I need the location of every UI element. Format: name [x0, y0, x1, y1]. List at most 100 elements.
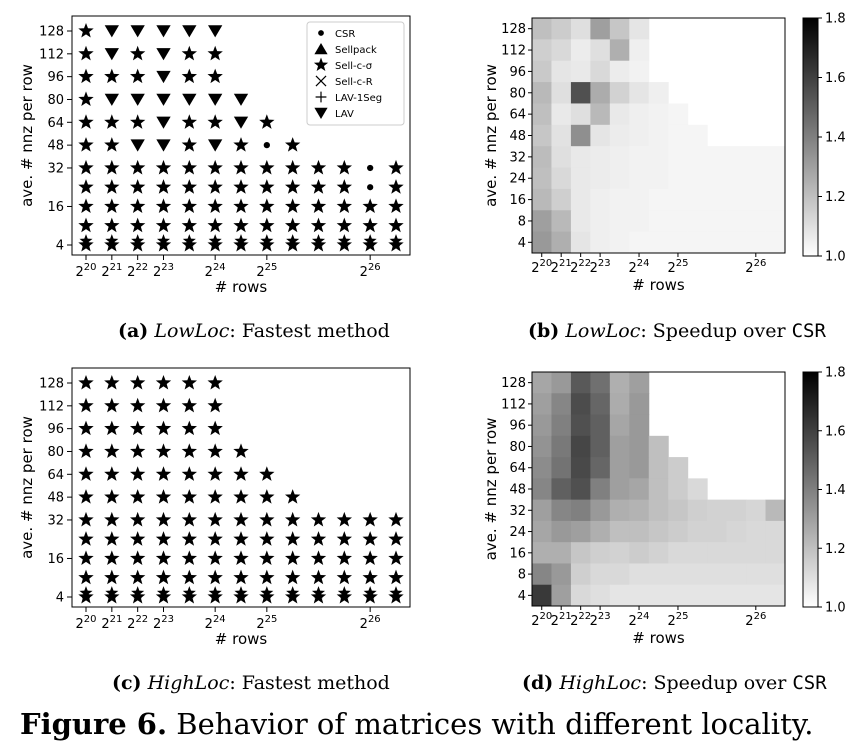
legend-marker-2 — [313, 57, 329, 72]
cell-b-r3-c6 — [648, 82, 669, 104]
cell-d-r7-c11 — [746, 520, 767, 543]
marker-c-r10-c11 — [362, 588, 378, 604]
y-tick-label-128: 128 — [39, 25, 64, 40]
marker-c-r7-c2 — [130, 531, 146, 546]
y-tick-label-96: 96 — [47, 70, 64, 85]
marker-a-r10-c9 — [310, 236, 327, 252]
marker-a-r9-c6 — [233, 217, 249, 233]
cell-d-r3-c0 — [532, 435, 552, 458]
marker-a-r0-c5 — [208, 25, 223, 38]
cell-d-r8-c4 — [609, 542, 630, 564]
cell-d-r6-c10 — [726, 499, 747, 522]
marker-a-r1-c3 — [156, 48, 171, 61]
marker-c-r6-c8 — [285, 511, 301, 527]
marker-c-r8-c12 — [388, 550, 404, 565]
cell-b-r3-c3 — [590, 82, 611, 104]
marker-a-r1-c0 — [78, 45, 94, 61]
y-tick-label-96: 96 — [509, 65, 526, 80]
marker-a-r10-c8 — [285, 236, 301, 252]
y-tick-label-112: 112 — [501, 44, 526, 59]
legend-marker-1 — [314, 43, 328, 55]
cell-b-r6-c11 — [746, 146, 767, 169]
marker-a-r6-c6 — [233, 159, 249, 175]
marker-c-r0-c5 — [207, 374, 223, 390]
cell-d-r8-c3 — [590, 542, 611, 564]
y-tick-label-8: 8 — [518, 214, 526, 229]
cell-b-r9-c10 — [726, 210, 747, 233]
marker-a-r5-c3 — [156, 139, 171, 152]
marker-a-r7-c9 — [310, 179, 327, 194]
marker-a-r5-c7 — [263, 142, 270, 149]
cell-b-r8-c5 — [629, 188, 650, 211]
cell-d-r5-c8 — [687, 478, 708, 501]
marker-a-stack-a-c0 — [79, 234, 93, 247]
cell-b-r6-c4 — [609, 146, 630, 169]
marker-c-stack-a-c1 — [105, 586, 119, 599]
y-tick-label-112: 112 — [39, 47, 64, 62]
y-tick-label-80: 80 — [47, 445, 64, 460]
marker-c-r6-c9 — [310, 511, 327, 527]
marker-a-r9-c2 — [130, 217, 146, 233]
x-tick-label-2e22: 222 — [570, 258, 591, 276]
cell-d-r10-c4 — [609, 584, 630, 607]
marker-a-stack-a-c12 — [389, 234, 403, 247]
marker-c-r2-c0 — [78, 420, 94, 436]
cell-d-r6-c1 — [551, 499, 572, 522]
plot-frame — [71, 367, 411, 608]
marker-c-r9-c12 — [388, 569, 404, 585]
x-tick-label-2e21: 221 — [101, 614, 122, 632]
cell-d-r5-c1 — [551, 478, 572, 501]
legend-label-4: LAV-1Seg — [335, 93, 382, 104]
marker-c-r2-c4 — [181, 420, 197, 436]
cell-d-r7-c9 — [707, 520, 728, 543]
marker-c-r1-c2 — [130, 397, 146, 413]
marker-c-r6-c12 — [388, 511, 404, 527]
marker-c-r8-c0 — [78, 550, 94, 565]
cell-b-r6-c7 — [668, 146, 689, 169]
cell-b-r7-c6 — [648, 167, 669, 190]
marker-a-r4-c3 — [156, 116, 171, 129]
cell-b-r3-c0 — [532, 82, 552, 104]
marker-a-r8-c7 — [259, 198, 275, 213]
cell-d-r4-c1 — [551, 457, 572, 479]
marker-c-r8-c5 — [207, 550, 223, 565]
x-tick-label-2e26: 226 — [360, 262, 381, 280]
cell-b-r10-c11 — [746, 231, 767, 254]
panel-a-fastest-method: 4 16 32 48 64 80 96 112 128 220 221 222 223 224 225 226… — [18, 15, 411, 296]
marker-a-r3-c0 — [78, 91, 94, 106]
legend-box — [306, 21, 405, 126]
cell-b-r9-c2 — [570, 210, 591, 233]
y-axis-label: ave. # nnz per row — [18, 64, 36, 207]
cell-b-r5-c0 — [532, 124, 552, 147]
marker-c-stack-a-c6 — [234, 586, 248, 599]
cell-d-r0-c4 — [609, 372, 630, 394]
marker-c-r9-c10 — [336, 569, 352, 585]
cell-b-r9-c12 — [765, 210, 786, 233]
marker-c-r9-c5 — [207, 569, 223, 585]
marker-c-r6-c0 — [78, 511, 94, 527]
marker-c-r2-c2 — [130, 420, 146, 436]
marker-a-r10-c12 — [388, 236, 404, 252]
x-tick-label-2e20: 220 — [531, 611, 552, 629]
marker-c-stack-a-c8 — [286, 586, 300, 599]
marker-a-r8-c10 — [336, 198, 352, 213]
y-tick-label-80: 80 — [509, 440, 526, 455]
cell-b-r10-c10 — [726, 231, 747, 254]
marker-c-r9-c8 — [285, 569, 301, 585]
cell-d-r0-c1 — [551, 372, 572, 394]
cell-b-r1-c3 — [590, 39, 611, 62]
cell-b-r4-c6 — [648, 103, 669, 126]
marker-a-r9-c10 — [336, 217, 352, 233]
cell-d-r4-c5 — [629, 457, 650, 479]
y-tick-label-32: 32 — [509, 504, 526, 519]
y-tick-label-96: 96 — [47, 422, 64, 437]
cell-d-r9-c3 — [590, 563, 611, 586]
cell-b-r8-c8 — [687, 188, 708, 211]
y-tick-label-64: 64 — [509, 461, 526, 476]
cell-d-r6-c11 — [746, 499, 767, 522]
colorbar-tick-1.4: 1.4 — [825, 483, 846, 498]
x-tick-label-2e20: 220 — [531, 258, 552, 276]
cell-d-r10-c6 — [648, 584, 669, 607]
cell-b-r9-c11 — [746, 210, 767, 233]
x-tick-label-2e24: 224 — [629, 611, 650, 629]
